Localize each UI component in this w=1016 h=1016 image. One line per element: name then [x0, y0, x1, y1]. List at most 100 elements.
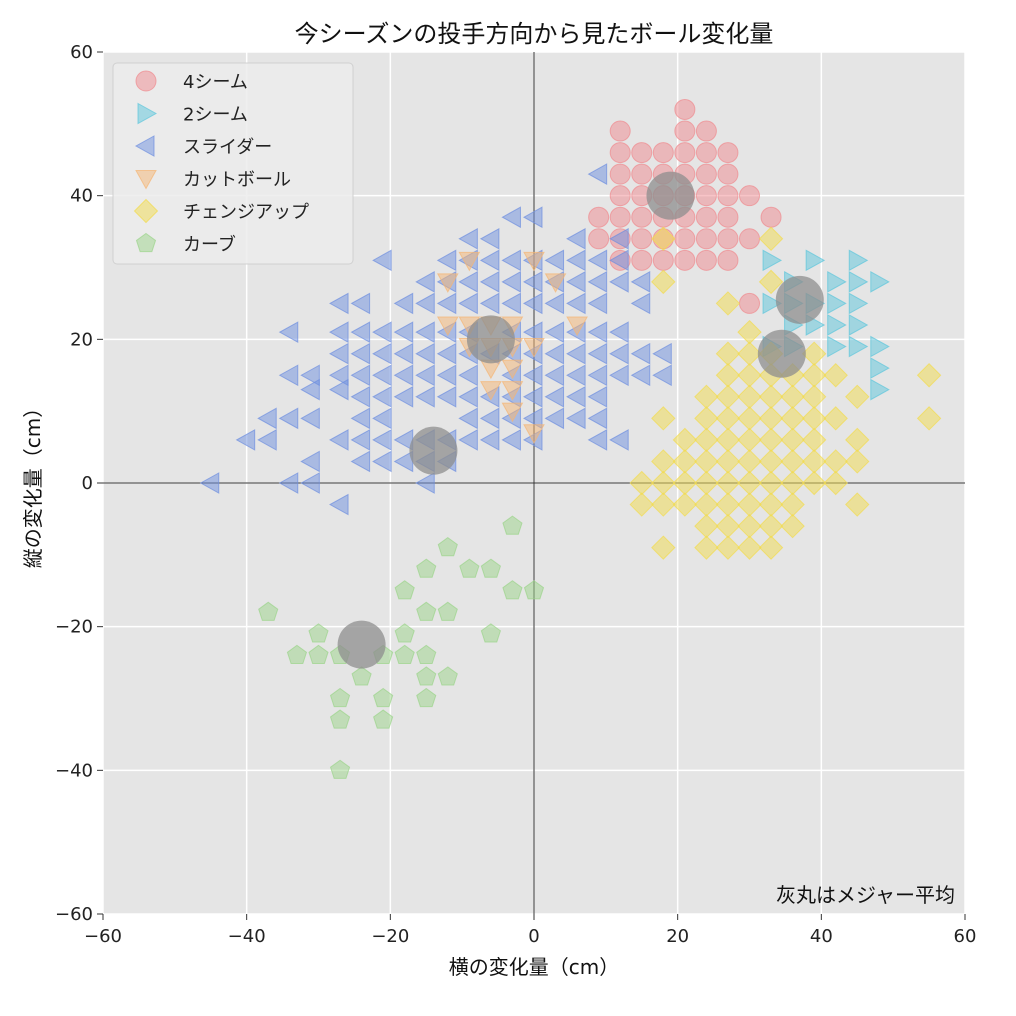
- legend-item: 4シーム: [135, 70, 248, 93]
- data-point: [257, 429, 277, 451]
- y-tick-label: −20: [55, 617, 93, 638]
- data-point: [587, 429, 608, 451]
- data-point: [372, 342, 392, 365]
- data-point: [523, 580, 545, 600]
- data-point: [372, 321, 392, 343]
- data-point: [609, 185, 631, 207]
- data-point: [437, 537, 458, 557]
- legend-item: 2シーム: [137, 102, 248, 126]
- data-point: [827, 271, 847, 293]
- data-point: [717, 163, 739, 185]
- data-point: [416, 666, 437, 686]
- data-point: [523, 251, 545, 272]
- data-point: [672, 492, 698, 517]
- data-point: [717, 142, 739, 164]
- x-tick-label: 0: [528, 926, 539, 947]
- data-point: [739, 228, 760, 250]
- data-point: [329, 709, 351, 729]
- x-tick-label: −40: [228, 926, 266, 947]
- data-point: [587, 292, 608, 315]
- data-point: [522, 321, 543, 343]
- data-point: [609, 206, 631, 228]
- data-point: [415, 385, 435, 408]
- data-point: [827, 292, 847, 315]
- data-point: [393, 385, 414, 408]
- data-point: [329, 493, 349, 516]
- data-point: [416, 558, 437, 578]
- data-point: [372, 450, 392, 473]
- data-point: [415, 364, 435, 387]
- data-point: [350, 342, 371, 365]
- data-point: [393, 342, 414, 365]
- data-point: [609, 227, 629, 250]
- data-point: [415, 292, 435, 315]
- data-point: [501, 429, 521, 451]
- data-point: [522, 407, 543, 430]
- data-point: [695, 185, 717, 207]
- data-point: [674, 120, 696, 142]
- data-point: [394, 644, 415, 664]
- data-point: [651, 492, 676, 517]
- data-point: [329, 321, 349, 343]
- data-point: [329, 378, 349, 401]
- data-point: [587, 249, 608, 272]
- data-point: [436, 342, 457, 365]
- data-point: [329, 687, 351, 708]
- data-point: [501, 249, 521, 272]
- data-point: [257, 407, 277, 430]
- data-point: [737, 535, 762, 560]
- data-point: [631, 249, 653, 271]
- data-point: [651, 535, 676, 560]
- data-point: [278, 407, 299, 430]
- data-point: [827, 335, 847, 358]
- data-point: [631, 142, 653, 164]
- data-point: [479, 292, 500, 315]
- data-point: [801, 470, 827, 496]
- data-point: [459, 558, 480, 578]
- data-point: [458, 271, 478, 293]
- data-point: [480, 381, 502, 401]
- data-point: [523, 424, 545, 444]
- data-point: [235, 429, 256, 451]
- data-point: [870, 335, 890, 358]
- legend-marker: [133, 198, 159, 224]
- data-point: [870, 271, 890, 293]
- data-point: [845, 492, 870, 517]
- data-point: [479, 249, 500, 272]
- data-point: [373, 687, 394, 708]
- data-point: [609, 271, 629, 293]
- data-point: [674, 249, 696, 271]
- data-point: [695, 163, 717, 185]
- data-point: [350, 429, 371, 451]
- data-point: [501, 402, 524, 423]
- data-point: [566, 407, 586, 430]
- data-point: [674, 142, 696, 164]
- data-point: [652, 342, 672, 365]
- x-axis-title: 横の変化量（cm）: [449, 955, 619, 979]
- data-point: [695, 228, 717, 250]
- data-point: [416, 687, 437, 708]
- data-point: [823, 470, 848, 496]
- data-point: [372, 364, 392, 387]
- data-point: [393, 364, 414, 387]
- y-tick-label: −60: [55, 904, 93, 925]
- data-point: [458, 385, 478, 408]
- data-point: [394, 623, 415, 643]
- y-tick-label: 40: [70, 186, 93, 207]
- data-point: [587, 321, 608, 343]
- data-point: [522, 206, 543, 229]
- data-point: [870, 357, 890, 379]
- data-point: [609, 342, 629, 365]
- data-point: [760, 206, 782, 228]
- data-point: [609, 429, 629, 451]
- data-point: [566, 292, 586, 315]
- data-point: [609, 321, 629, 343]
- data-point: [479, 429, 500, 451]
- data-point: [780, 513, 805, 539]
- data-point: [848, 249, 869, 272]
- data-point: [652, 142, 674, 164]
- data-point: [717, 228, 739, 250]
- data-point: [544, 342, 565, 365]
- y-axis-title: 縦の変化量（cm）: [21, 398, 45, 568]
